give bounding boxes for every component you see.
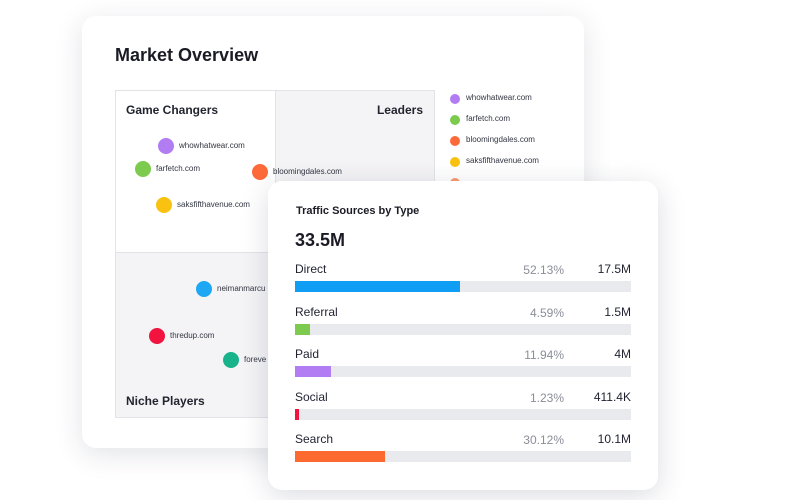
traffic-source-percent: 30.12% bbox=[523, 433, 564, 447]
traffic-source-value: 10.1M bbox=[597, 432, 631, 446]
legend-swatch bbox=[450, 136, 460, 146]
scatter-point[interactable] bbox=[223, 352, 239, 368]
traffic-source-name: Paid bbox=[295, 347, 320, 361]
market-overview-title: Market Overview bbox=[115, 45, 259, 65]
scatter-point-label: whowhatwear.com bbox=[179, 141, 245, 150]
traffic-source-row-referral[interactable]: Referral 4.59% 1.5M bbox=[295, 305, 631, 339]
progress-fill bbox=[295, 409, 300, 420]
traffic-source-row-social[interactable]: Social 1.23% 411.4K bbox=[295, 390, 631, 424]
quadrant-label-niche-players: Niche Players bbox=[126, 394, 205, 408]
traffic-source-row-search[interactable]: Search 30.12% 10.1M bbox=[295, 432, 631, 466]
traffic-source-row-paid[interactable]: Paid 11.94% 4M bbox=[295, 347, 631, 381]
scatter-point-label: bloomingdales.com bbox=[273, 167, 342, 176]
scatter-point[interactable] bbox=[158, 138, 174, 154]
traffic-source-row-direct[interactable]: Direct 52.13% 17.5M bbox=[295, 262, 631, 296]
traffic-sources-card: Traffic Sources by Type 33.5M Direct 52.… bbox=[268, 181, 658, 490]
legend-label: whowhatwear.com bbox=[466, 93, 532, 102]
quadrant-label-game-changers: Game Changers bbox=[126, 103, 219, 117]
scatter-point-label: farfetch.com bbox=[156, 164, 201, 173]
scatter-point-label: saksfifthavenue.com bbox=[177, 200, 250, 209]
traffic-source-percent: 52.13% bbox=[523, 263, 564, 277]
progress-track bbox=[295, 281, 631, 292]
legend-swatch bbox=[450, 157, 460, 167]
progress-track bbox=[295, 409, 631, 420]
legend-swatch bbox=[450, 115, 460, 125]
traffic-source-percent: 11.94% bbox=[524, 348, 564, 362]
traffic-sources-title: Traffic Sources by Type bbox=[296, 205, 420, 217]
traffic-source-value: 411.4K bbox=[593, 390, 631, 404]
scatter-point-label: foreve bbox=[244, 355, 267, 364]
traffic-source-value: 4M bbox=[614, 347, 631, 361]
progress-fill bbox=[295, 281, 460, 292]
traffic-source-name: Search bbox=[295, 432, 334, 446]
progress-track bbox=[295, 451, 631, 462]
quadrant-niche-players bbox=[115, 252, 276, 418]
scatter-point[interactable] bbox=[156, 197, 172, 213]
traffic-source-value: 17.5M bbox=[597, 262, 631, 276]
progress-fill bbox=[295, 324, 311, 335]
scatter-point[interactable] bbox=[196, 281, 212, 297]
legend-label: bloomingdales.com bbox=[466, 135, 535, 144]
scatter-point-label: thredup.com bbox=[170, 331, 215, 340]
traffic-source-name: Social bbox=[295, 390, 328, 404]
traffic-source-name: Referral bbox=[295, 305, 338, 319]
traffic-source-name: Direct bbox=[295, 262, 327, 276]
scatter-point-label: neimanmarcu bbox=[217, 284, 266, 293]
legend-label: saksfifthavenue.com bbox=[466, 156, 539, 165]
traffic-source-percent: 1.23% bbox=[529, 391, 564, 405]
quadrant-label-leaders: Leaders bbox=[376, 103, 423, 117]
legend-swatch bbox=[450, 94, 460, 104]
traffic-source-percent: 4.59% bbox=[529, 306, 564, 320]
progress-track bbox=[295, 324, 631, 335]
scatter-point[interactable] bbox=[252, 164, 268, 180]
scatter-point[interactable] bbox=[135, 161, 151, 177]
traffic-source-value: 1.5M bbox=[604, 305, 631, 319]
scatter-point[interactable] bbox=[149, 328, 165, 344]
progress-fill bbox=[295, 451, 385, 462]
traffic-total-value: 33.5M bbox=[295, 230, 346, 250]
progress-track bbox=[295, 366, 631, 377]
legend-label: farfetch.com bbox=[466, 114, 511, 123]
progress-fill bbox=[295, 366, 331, 377]
